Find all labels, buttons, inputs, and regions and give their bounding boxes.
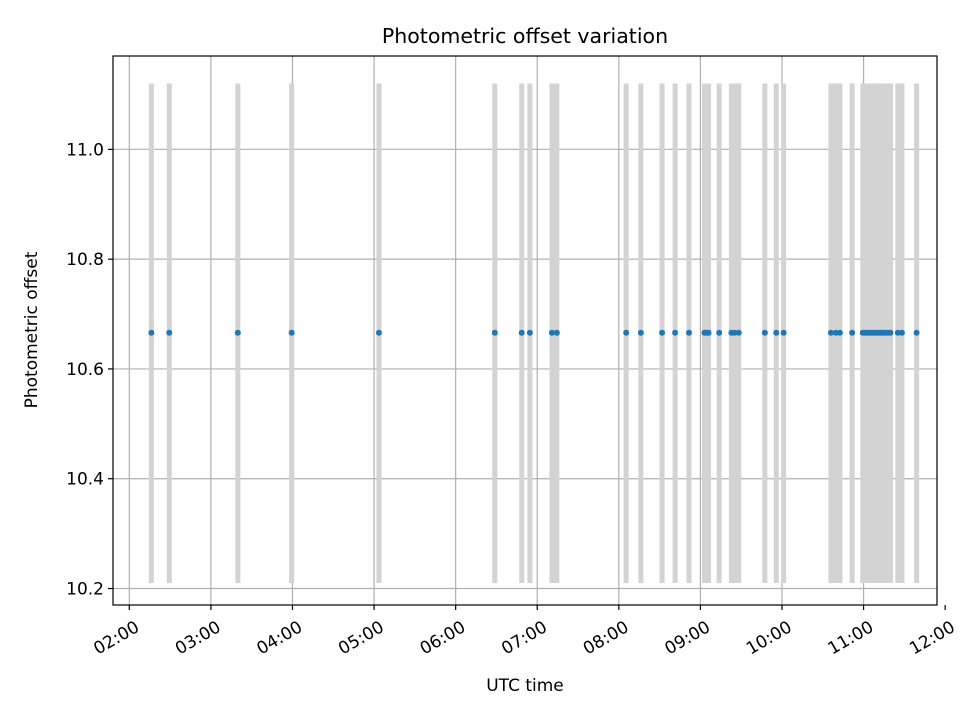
data-point <box>773 329 780 336</box>
data-point <box>234 329 241 336</box>
data-point <box>705 329 712 336</box>
data-point <box>526 329 533 336</box>
data-point <box>637 329 644 336</box>
data-points <box>148 329 920 336</box>
y-tick-label: 10.8 <box>66 250 104 270</box>
data-point <box>659 329 666 336</box>
data-point <box>685 329 692 336</box>
chart-title: Photometric offset variation <box>382 24 668 48</box>
plot-area-frame <box>112 55 938 606</box>
y-tick-label: 10.2 <box>66 580 104 600</box>
data-point <box>518 329 525 336</box>
data-point <box>735 329 742 336</box>
data-point <box>491 329 498 336</box>
y-axis-title: Photometric offset <box>22 251 42 408</box>
data-point <box>375 329 382 336</box>
data-point <box>716 329 723 336</box>
y-tick-label: 10.6 <box>66 360 104 380</box>
data-point <box>761 329 768 336</box>
y-tick-label: 11.0 <box>66 140 104 160</box>
data-point <box>166 329 173 336</box>
data-point <box>553 329 560 336</box>
data-point <box>672 329 679 336</box>
data-point <box>887 329 894 336</box>
y-axis-ticks: 10.2 10.4 10.6 10.8 11.0 <box>66 140 113 600</box>
y-tick-label: 10.4 <box>66 470 104 490</box>
data-point <box>780 329 787 336</box>
data-point <box>827 329 834 336</box>
data-point <box>548 329 555 336</box>
grid-lines <box>113 56 937 605</box>
data-point <box>623 329 630 336</box>
data-point <box>898 329 905 336</box>
x-axis-title: UTC time <box>486 676 564 696</box>
data-point <box>836 329 843 336</box>
data-point <box>849 329 856 336</box>
data-point <box>148 329 155 336</box>
data-point <box>913 329 920 336</box>
data-point <box>288 329 295 336</box>
